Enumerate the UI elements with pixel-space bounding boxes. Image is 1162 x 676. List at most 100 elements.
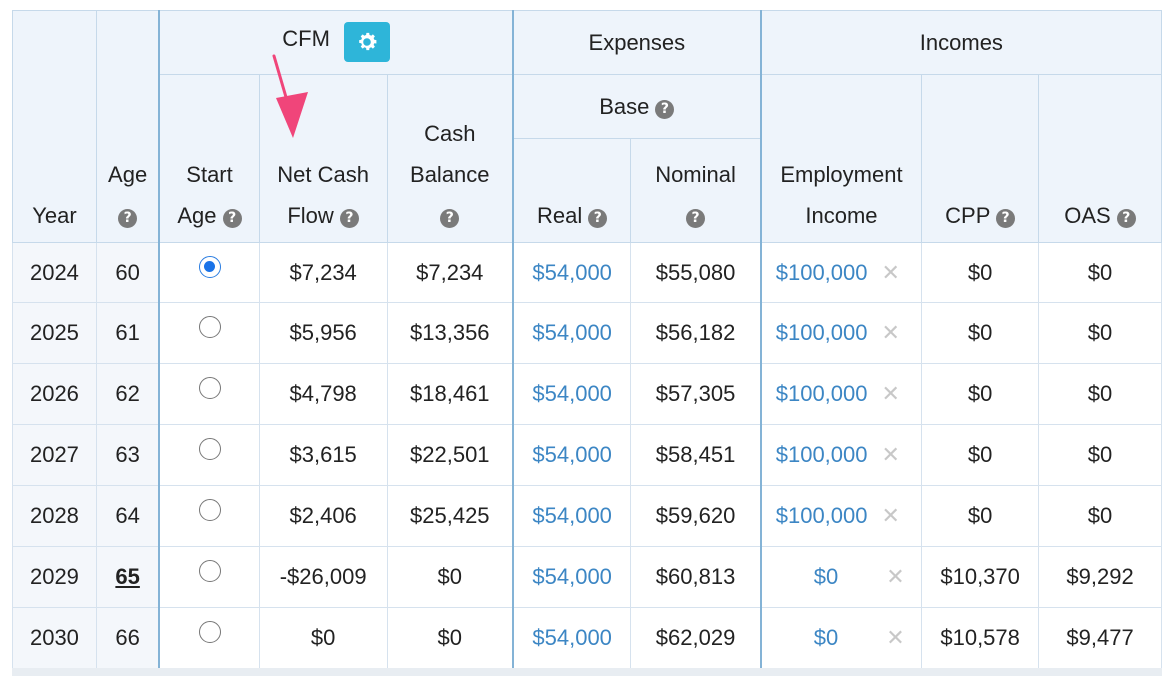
start-age-radio[interactable]	[198, 499, 221, 521]
group-header-cfm: CFM	[158, 10, 514, 75]
table-row: 2024 60 $7,234 $7,234 $54,000 $55,080 $100,000…	[12, 242, 1162, 303]
employment-income-value[interactable]: $0	[813, 625, 839, 650]
employment-income-cell: $100,000 ✕	[760, 242, 923, 303]
start-age-radio[interactable]	[198, 621, 221, 643]
group-header-incomes: Incomes	[760, 10, 1162, 75]
cash-balance-cell: $25,425	[386, 485, 514, 547]
table-row: 2026 62 $4,798 $18,461 $54,000 $57,305 $100,00…	[12, 363, 1162, 425]
expense-real-cell[interactable]: $54,000	[512, 302, 632, 364]
net-cash-flow-cell: $7,234	[258, 242, 388, 303]
col-header-oas: OAS ?	[1038, 74, 1162, 243]
cash-flow-table: Year Age ? CFM Expenses Incomes Start	[12, 10, 1162, 669]
cpp-cell: $0	[921, 302, 1040, 364]
expense-nominal-cell: $55,080	[630, 242, 762, 303]
start-age-cell	[158, 607, 260, 669]
net-cash-flow-cell: $2,406	[258, 485, 388, 547]
start-age-cell	[158, 546, 260, 608]
group-header-expenses: Expenses	[512, 10, 762, 75]
clear-x-icon[interactable]: ✕	[886, 625, 905, 650]
clear-x-icon[interactable]: ✕	[881, 320, 900, 345]
employment-income-value[interactable]: $100,000	[775, 259, 868, 285]
expense-real-cell[interactable]: $54,000	[512, 546, 632, 608]
nominal-help-icon[interactable]: ?	[686, 209, 706, 228]
employment-income-cell: $0 ✕	[760, 607, 923, 669]
expense-nominal-cell: $60,813	[630, 546, 762, 608]
expense-nominal-cell: $56,182	[630, 302, 762, 364]
start-age-help-icon[interactable]: ?	[222, 209, 242, 228]
start-age-radio[interactable]	[198, 316, 221, 338]
cash-flow-table-container: Year Age ? CFM Expenses Incomes Start	[12, 10, 1162, 669]
table-row: 2030 66 $0 $0 $54,000 $62,029 $0 ✕ $10,578 $9,477	[12, 607, 1162, 669]
oas-cell: $0	[1038, 485, 1162, 547]
clear-x-icon[interactable]: ✕	[881, 381, 900, 406]
cash-balance-cell: $18,461	[386, 363, 514, 425]
net-cash-flow-cell: $3,615	[258, 424, 388, 486]
expense-nominal-cell: $57,305	[630, 363, 762, 425]
employment-income-cell: $100,000 ✕	[760, 424, 923, 486]
expense-nominal-cell: $58,451	[630, 424, 762, 486]
oas-cell: $0	[1038, 242, 1162, 303]
expense-nominal-cell: $59,620	[630, 485, 762, 547]
start-age-radio[interactable]	[198, 255, 221, 278]
employment-income-value[interactable]: $0	[813, 564, 839, 589]
oas-cell: $0	[1038, 424, 1162, 486]
year-cell: 2025	[12, 302, 97, 364]
real-help-icon[interactable]: ?	[588, 209, 608, 228]
year-cell: 2027	[12, 424, 97, 486]
table-row: 2029 65 -$26,009 $0 $54,000 $60,813 $0 ✕ $10,370…	[12, 546, 1162, 608]
expense-real-cell[interactable]: $54,000	[512, 485, 632, 547]
expense-real-cell[interactable]: $54,000	[512, 607, 632, 669]
net-cash-flow-cell: $5,956	[258, 302, 388, 364]
start-age-cell	[158, 363, 260, 425]
employment-income-value[interactable]: $100,000	[775, 320, 868, 345]
oas-help-icon[interactable]: ?	[1116, 209, 1136, 228]
net-cash-flow-help-icon[interactable]: ?	[339, 209, 359, 228]
col-header-cpp: CPP ?	[921, 74, 1040, 243]
clear-x-icon[interactable]: ✕	[886, 564, 905, 589]
net-cash-flow-cell: -$26,009	[258, 546, 388, 608]
cpp-cell: $0	[921, 424, 1040, 486]
employment-income-value[interactable]: $100,000	[775, 381, 868, 406]
start-age-radio[interactable]	[198, 560, 221, 582]
cpp-cell: $0	[921, 485, 1040, 547]
cpp-cell: $10,370	[921, 546, 1040, 608]
start-age-radio[interactable]	[198, 377, 221, 399]
gear-icon	[359, 32, 377, 50]
expense-real-cell[interactable]: $54,000	[512, 242, 632, 303]
year-cell: 2026	[12, 363, 97, 425]
employment-income-value[interactable]: $100,000	[775, 442, 868, 467]
oas-cell: $0	[1038, 302, 1162, 364]
age-cell: 64	[95, 485, 160, 547]
clear-x-icon[interactable]: ✕	[881, 259, 900, 285]
oas-cell: $9,292	[1038, 546, 1162, 608]
age-help-icon[interactable]: ?	[118, 209, 138, 228]
clear-x-icon[interactable]: ✕	[881, 503, 900, 528]
base-help-icon[interactable]: ?	[655, 99, 675, 119]
oas-cell: $9,477	[1038, 607, 1162, 669]
start-age-cell	[158, 424, 260, 486]
expense-real-cell[interactable]: $54,000	[512, 424, 632, 486]
start-age-cell	[158, 485, 260, 547]
cash-balance-cell: $7,234	[386, 242, 514, 303]
age-cell: 65	[95, 546, 160, 608]
cpp-help-icon[interactable]: ?	[996, 209, 1016, 228]
cash-balance-cell: $22,501	[386, 424, 514, 486]
start-age-cell	[158, 302, 260, 364]
col-header-start-age: Start Age ?	[158, 74, 260, 243]
start-age-radio[interactable]	[198, 438, 221, 460]
subgroup-header-base: Base ?	[512, 74, 762, 139]
age-cell: 63	[95, 424, 160, 486]
clear-x-icon[interactable]: ✕	[881, 442, 900, 467]
cash-balance-help-icon[interactable]: ?	[440, 209, 460, 228]
employment-income-value[interactable]: $100,000	[775, 503, 868, 528]
cpp-cell: $0	[921, 242, 1040, 303]
table-row: 2027 63 $3,615 $22,501 $54,000 $58,451 $100,00…	[12, 424, 1162, 486]
employment-income-cell: $100,000 ✕	[760, 363, 923, 425]
cpp-cell: $0	[921, 363, 1040, 425]
cfm-settings-button[interactable]	[344, 21, 391, 62]
expense-real-cell[interactable]: $54,000	[512, 363, 632, 425]
age-cell: 66	[95, 607, 160, 669]
pointer-arrow-icon	[272, 54, 308, 138]
employment-income-cell: $100,000 ✕	[760, 485, 923, 547]
year-cell: 2030	[12, 607, 97, 669]
